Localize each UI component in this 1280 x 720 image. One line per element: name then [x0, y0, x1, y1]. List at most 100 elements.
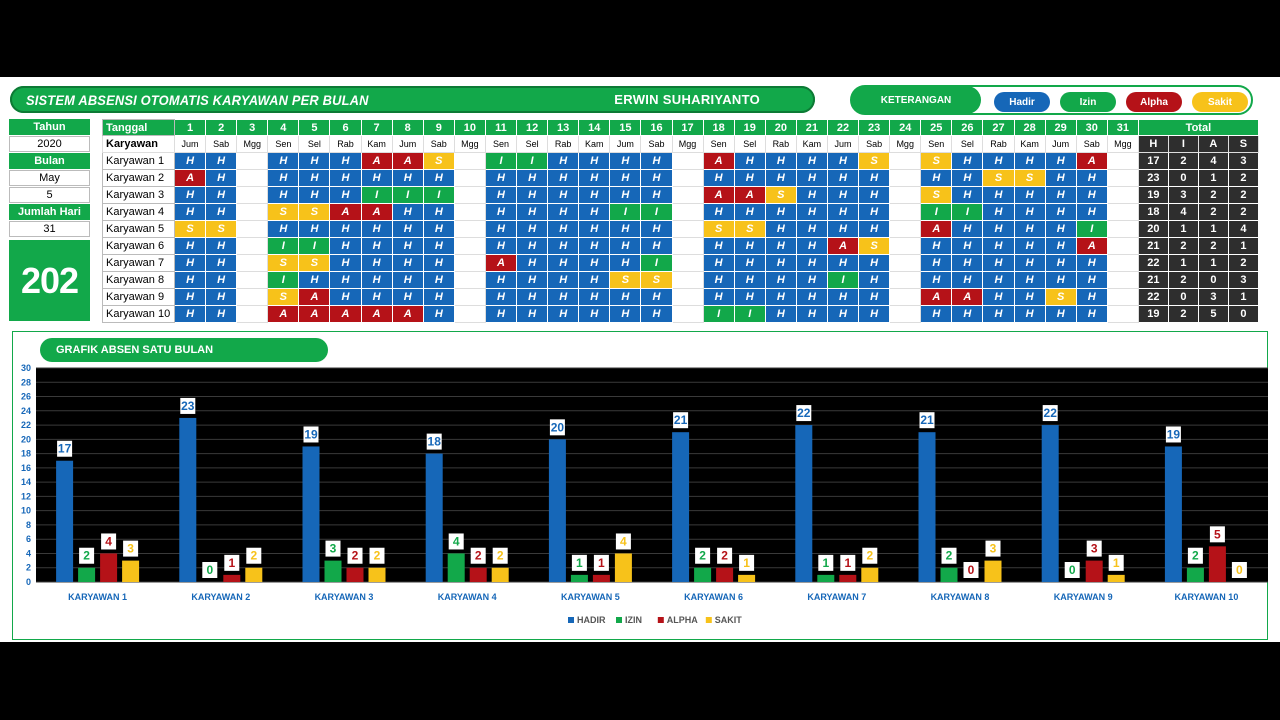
- attendance-cell[interactable]: A: [329, 203, 362, 221]
- attendance-cell[interactable]: H: [951, 254, 984, 272]
- attendance-cell[interactable]: H: [795, 288, 828, 306]
- attendance-cell[interactable]: H: [702, 254, 735, 272]
- attendance-cell[interactable]: H: [516, 186, 549, 204]
- attendance-cell[interactable]: H: [1013, 254, 1046, 272]
- attendance-cell[interactable]: H: [205, 169, 238, 187]
- attendance-cell[interactable]: H: [484, 305, 518, 323]
- attendance-cell[interactable]: H: [795, 169, 828, 187]
- attendance-cell[interactable]: H: [484, 288, 518, 306]
- attendance-cell[interactable]: H: [205, 305, 238, 323]
- attendance-cell[interactable]: H: [982, 254, 1015, 272]
- attendance-cell[interactable]: S: [702, 220, 735, 238]
- attendance-cell[interactable]: S: [609, 271, 642, 289]
- attendance-cell[interactable]: H: [1044, 169, 1077, 187]
- attendance-cell[interactable]: H: [951, 305, 984, 323]
- attendance-cell[interactable]: I: [609, 203, 642, 221]
- attendance-cell[interactable]: H: [795, 305, 828, 323]
- attendance-cell[interactable]: H: [1013, 186, 1046, 204]
- attendance-cell[interactable]: H: [951, 271, 984, 289]
- attendance-cell[interactable]: I: [298, 237, 331, 255]
- attendance-cell[interactable]: H: [1013, 203, 1046, 221]
- attendance-cell[interactable]: H: [298, 220, 331, 238]
- attendance-cell[interactable]: H: [795, 237, 828, 255]
- attendance-cell[interactable]: H: [422, 203, 455, 221]
- attendance-cell[interactable]: H: [795, 203, 828, 221]
- attendance-cell[interactable]: A: [298, 288, 331, 306]
- attendance-cell[interactable]: H: [764, 220, 797, 238]
- attendance-cell[interactable]: H: [484, 237, 518, 255]
- attendance-cell[interactable]: H: [578, 220, 611, 238]
- attendance-cell[interactable]: H: [1075, 169, 1108, 187]
- attendance-cell[interactable]: H: [951, 152, 984, 170]
- attendance-cell[interactable]: I: [484, 152, 518, 170]
- attendance-cell[interactable]: H: [1044, 152, 1077, 170]
- attendance-cell[interactable]: [453, 237, 486, 255]
- attendance-cell[interactable]: H: [329, 220, 362, 238]
- attendance-cell[interactable]: H: [1075, 186, 1108, 204]
- attendance-cell[interactable]: H: [329, 288, 362, 306]
- attendance-cell[interactable]: H: [733, 169, 766, 187]
- attendance-cell[interactable]: S: [640, 271, 673, 289]
- attendance-cell[interactable]: H: [640, 288, 673, 306]
- attendance-cell[interactable]: [671, 169, 704, 187]
- attendance-cell[interactable]: I: [267, 237, 300, 255]
- attendance-cell[interactable]: H: [484, 186, 518, 204]
- attendance-cell[interactable]: S: [733, 220, 766, 238]
- attendance-cell[interactable]: H: [826, 152, 860, 170]
- attendance-cell[interactable]: [1106, 220, 1139, 238]
- attendance-cell[interactable]: [1106, 305, 1139, 323]
- tahun-input[interactable]: 2020: [9, 136, 90, 152]
- attendance-cell[interactable]: H: [578, 271, 611, 289]
- attendance-cell[interactable]: [1106, 237, 1139, 255]
- attendance-cell[interactable]: S: [267, 288, 300, 306]
- attendance-cell[interactable]: H: [609, 186, 642, 204]
- attendance-cell[interactable]: H: [764, 152, 797, 170]
- attendance-cell[interactable]: I: [951, 203, 984, 221]
- attendance-cell[interactable]: [236, 220, 269, 238]
- attendance-cell[interactable]: H: [858, 271, 891, 289]
- attendance-cell[interactable]: H: [609, 169, 642, 187]
- attendance-cell[interactable]: [671, 305, 704, 323]
- attendance-cell[interactable]: I: [516, 152, 549, 170]
- attendance-cell[interactable]: H: [391, 271, 424, 289]
- attendance-cell[interactable]: H: [1075, 288, 1108, 306]
- attendance-cell[interactable]: H: [391, 237, 424, 255]
- attendance-cell[interactable]: A: [484, 254, 518, 272]
- attendance-cell[interactable]: H: [702, 237, 735, 255]
- attendance-cell[interactable]: H: [702, 288, 735, 306]
- attendance-cell[interactable]: H: [547, 203, 580, 221]
- attendance-cell[interactable]: A: [920, 220, 953, 238]
- attendance-cell[interactable]: [671, 203, 704, 221]
- attendance-cell[interactable]: A: [826, 237, 860, 255]
- attendance-cell[interactable]: H: [920, 169, 953, 187]
- attendance-cell[interactable]: H: [858, 186, 891, 204]
- attendance-cell[interactable]: [1106, 288, 1139, 306]
- attendance-cell[interactable]: H: [578, 186, 611, 204]
- attendance-cell[interactable]: I: [391, 186, 424, 204]
- attendance-cell[interactable]: [453, 186, 486, 204]
- attendance-cell[interactable]: H: [578, 288, 611, 306]
- attendance-cell[interactable]: H: [391, 203, 424, 221]
- attendance-cell[interactable]: H: [578, 305, 611, 323]
- attendance-cell[interactable]: H: [360, 254, 393, 272]
- attendance-cell[interactable]: H: [484, 271, 518, 289]
- attendance-cell[interactable]: [236, 305, 269, 323]
- attendance-cell[interactable]: [889, 186, 922, 204]
- attendance-cell[interactable]: H: [547, 152, 580, 170]
- attendance-cell[interactable]: H: [329, 169, 362, 187]
- attendance-cell[interactable]: H: [1075, 254, 1108, 272]
- attendance-cell[interactable]: A: [360, 305, 393, 323]
- attendance-cell[interactable]: I: [267, 271, 300, 289]
- attendance-cell[interactable]: H: [826, 220, 860, 238]
- attendance-cell[interactable]: H: [547, 288, 580, 306]
- attendance-cell[interactable]: H: [609, 254, 642, 272]
- attendance-cell[interactable]: [236, 237, 269, 255]
- attendance-cell[interactable]: I: [422, 186, 455, 204]
- attendance-cell[interactable]: H: [173, 152, 207, 170]
- attendance-cell[interactable]: H: [764, 288, 797, 306]
- attendance-cell[interactable]: [236, 186, 269, 204]
- attendance-cell[interactable]: H: [795, 152, 828, 170]
- attendance-cell[interactable]: H: [329, 237, 362, 255]
- attendance-cell[interactable]: H: [1044, 186, 1077, 204]
- attendance-cell[interactable]: H: [1013, 271, 1046, 289]
